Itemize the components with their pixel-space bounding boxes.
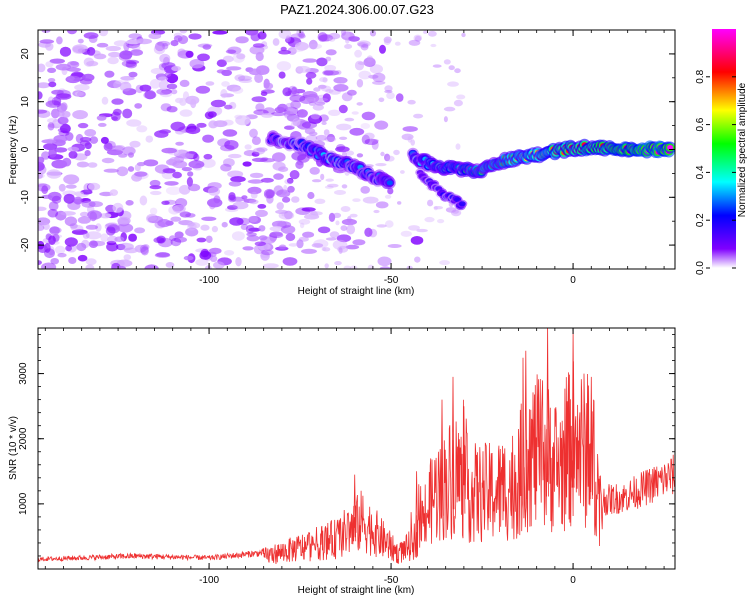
spectrogram-ytick-label: -20 (20, 237, 31, 252)
colorbar-tick-label: 0.8 (695, 69, 706, 83)
spectrogram-xlabel: Height of straight line (km) (298, 286, 415, 297)
spectrogram-ytick-label: -10 (20, 190, 31, 205)
spectrogram-ytick-label: 20 (20, 48, 31, 60)
spectrogram-xtick-label: 0 (570, 275, 576, 286)
spectrogram-frame (37, 29, 676, 270)
figure-title: PAZ1.2024.306.00.07.G23 (280, 2, 434, 17)
snr-xtick-label: 0 (570, 575, 576, 586)
snr-ytick-label: 2000 (18, 427, 29, 450)
snr-frame (37, 327, 676, 570)
snr-ytick-label: 3000 (18, 362, 29, 385)
spectrogram-xtick-label: -50 (384, 275, 399, 286)
colorbar-gradient (712, 29, 736, 268)
snr-xlabel: Height of straight line (km) (298, 585, 415, 596)
spectrogram-ylabel: Frequency (Hz) (8, 116, 19, 185)
snr-ylabel: SNR (10 * v/v) (8, 416, 19, 480)
colorbar-tick-label: 0.0 (695, 261, 706, 275)
spectrogram-ytick-label: 10 (20, 96, 31, 108)
spectrogram-signal-ridge (265, 130, 675, 211)
colorbar-tick-label: 0.6 (695, 117, 706, 131)
colorbar-tick-label: 0.4 (695, 165, 706, 179)
snr-xtick-label: -100 (199, 575, 219, 586)
spectrogram-ytick-label: 0 (20, 146, 31, 152)
colorbar-tick-label: 0.2 (695, 213, 706, 227)
colorbar-ticks: 0.0 0.2 0.4 0.6 0.8 (695, 69, 736, 275)
snr-xtick-label: -50 (384, 575, 399, 586)
colorbar: 0.0 0.2 0.4 0.6 0.8 Normalized spectral ampl… (695, 29, 748, 275)
colorbar-label: Normalized spectral amplitude (737, 82, 748, 217)
spectrogram-noise-field (38, 30, 466, 269)
snr-panel: -100 -50 0 1000 2000 3000 Height of straight … (8, 327, 676, 596)
snr-ytick-label: 1000 (18, 492, 29, 515)
spectrogram-xtick-label: -100 (199, 275, 219, 286)
